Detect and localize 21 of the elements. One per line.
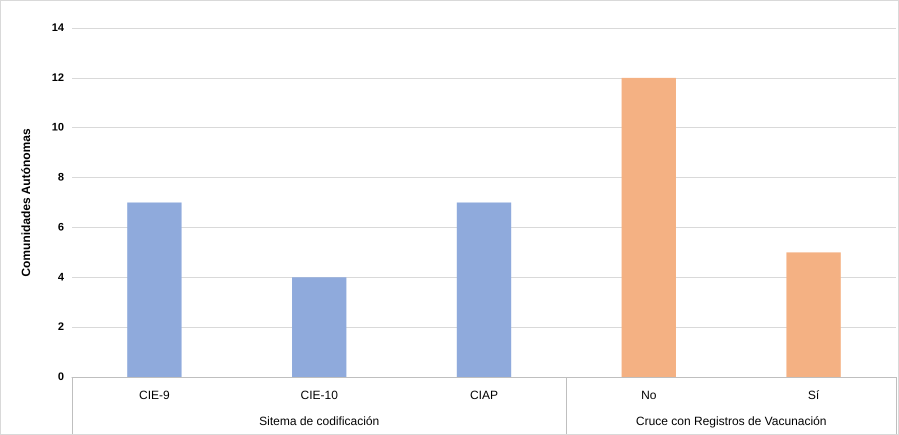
text: Sitema de codificación: [259, 414, 380, 428]
text: Cruce con Registros de Vacunación: [636, 414, 826, 428]
y-tick-label: 12: [52, 72, 64, 84]
x-tick-label: No: [641, 388, 657, 402]
x-tick-label: CIE-10: [300, 388, 338, 402]
y-tick-label: 8: [58, 172, 64, 184]
y-tick-label: 14: [52, 22, 65, 34]
bar: [456, 202, 512, 377]
y-tick-label: 0: [58, 371, 64, 383]
y-tick-label: 6: [58, 221, 64, 234]
bar: [622, 78, 676, 377]
y-tick-label: 10: [52, 122, 64, 134]
x-tick-label: Sí: [808, 388, 820, 402]
bar: [786, 252, 841, 377]
bar: [292, 277, 346, 377]
x-tick-label: CIE-9: [139, 388, 170, 402]
y-tick-label: 2: [58, 321, 64, 334]
y-tick-label: 4: [58, 271, 65, 284]
bar: [127, 202, 182, 377]
y-axis-title: Comunidades Autónomas: [19, 128, 33, 277]
x-tick-label: CIAP: [470, 388, 498, 402]
